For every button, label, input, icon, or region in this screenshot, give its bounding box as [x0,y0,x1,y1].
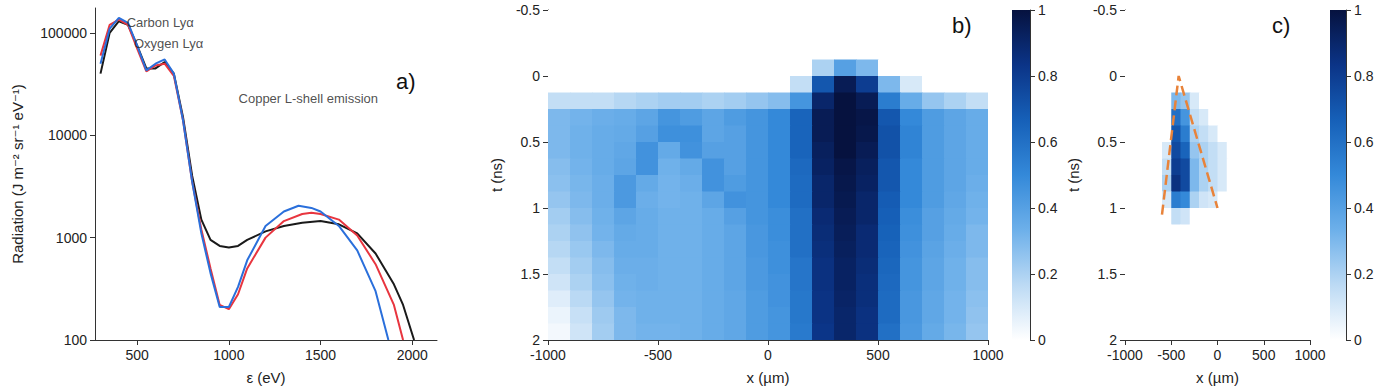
svg-text:1500: 1500 [305,347,336,363]
svg-text:500: 500 [125,347,149,363]
svg-text:500: 500 [1252,347,1276,363]
svg-text:Oxygen Lyα: Oxygen Lyα [134,36,204,51]
svg-text:Radiation (J m⁻² sr⁻¹ eV⁻¹): Radiation (J m⁻² sr⁻¹ eV⁻¹) [9,84,26,264]
svg-text:0.8: 0.8 [1354,68,1374,84]
svg-text:-1000: -1000 [1107,347,1143,363]
svg-text:0.5: 0.5 [521,134,541,150]
svg-text:c): c) [1272,13,1290,38]
svg-text:0.5: 0.5 [1098,134,1118,150]
svg-text:2: 2 [1109,332,1117,348]
svg-text:-500: -500 [644,347,672,363]
svg-text:a): a) [396,69,416,94]
svg-text:0: 0 [1214,347,1222,363]
svg-text:100: 100 [64,332,88,348]
svg-text:0.4: 0.4 [1038,200,1058,216]
svg-text:10000: 10000 [48,127,87,143]
svg-text:1000: 1000 [1294,347,1325,363]
svg-text:x (µm): x (µm) [1196,369,1239,386]
svg-text:Copper L-shell emission: Copper L-shell emission [239,91,378,106]
svg-text:-0.5: -0.5 [516,2,540,18]
svg-text:0.8: 0.8 [1038,68,1058,84]
svg-text:1.5: 1.5 [521,266,541,282]
svg-text:b): b) [952,13,972,38]
svg-text:2: 2 [532,332,540,348]
svg-text:-1000: -1000 [530,347,566,363]
svg-text:x (µm): x (µm) [747,369,790,386]
svg-text:0.2: 0.2 [1354,266,1374,282]
svg-text:1000: 1000 [56,230,87,246]
svg-text:t (ns): t (ns) [488,158,505,192]
svg-text:t (ns): t (ns) [1065,158,1082,192]
svg-text:1000: 1000 [972,347,1003,363]
svg-text:-500: -500 [1157,347,1185,363]
svg-text:0: 0 [1038,332,1046,348]
svg-text:1000: 1000 [213,347,244,363]
svg-text:500: 500 [866,347,890,363]
svg-text:1: 1 [532,200,540,216]
svg-text:0: 0 [764,347,772,363]
svg-text:1: 1 [1109,200,1117,216]
svg-text:-0.5: -0.5 [1093,2,1117,18]
svg-text:0: 0 [1354,332,1362,348]
svg-text:1: 1 [1038,2,1046,18]
svg-text:2000: 2000 [397,347,428,363]
svg-text:ε (eV): ε (eV) [246,369,285,386]
svg-text:0.6: 0.6 [1038,134,1058,150]
svg-text:0.6: 0.6 [1354,134,1374,150]
svg-text:0.2: 0.2 [1038,266,1058,282]
svg-text:0: 0 [532,68,540,84]
svg-text:0.4: 0.4 [1354,200,1374,216]
svg-text:Carbon Lyα: Carbon Lyα [127,15,194,30]
svg-text:0: 0 [1109,68,1117,84]
svg-text:1.5: 1.5 [1098,266,1118,282]
svg-text:1: 1 [1354,2,1362,18]
svg-text:100000: 100000 [40,25,87,41]
